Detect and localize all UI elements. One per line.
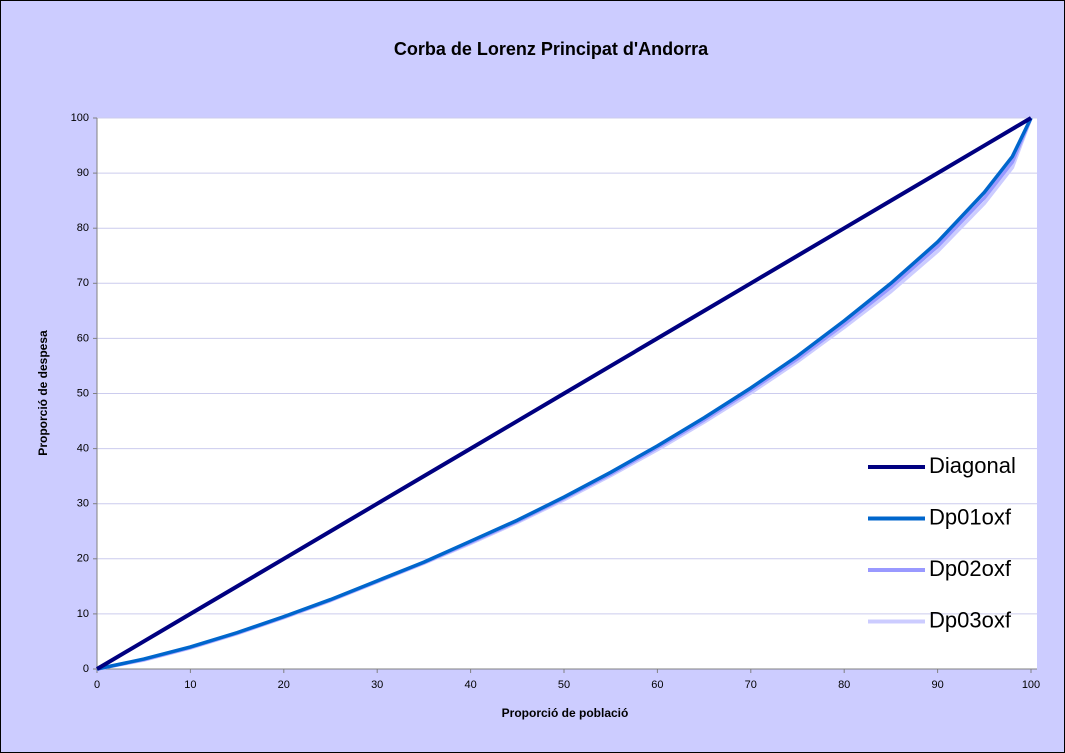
y-tick-label: 40 xyxy=(77,443,89,455)
x-tick-label: 70 xyxy=(745,679,757,691)
y-tick-label: 30 xyxy=(77,498,89,510)
x-tick-label: 30 xyxy=(371,679,383,691)
y-tick-label: 70 xyxy=(77,277,89,289)
x-tick-label: 0 xyxy=(94,679,100,691)
series-line xyxy=(95,116,1033,671)
x-tick-label: 90 xyxy=(931,679,943,691)
y-tick-label: 10 xyxy=(77,608,89,620)
x-tick-label: 20 xyxy=(278,679,290,691)
legend-label: Dp01oxf xyxy=(929,504,1012,529)
legend-label: Dp02oxf xyxy=(929,556,1012,581)
y-tick-label: 60 xyxy=(77,332,89,344)
chart-title: Corba de Lorenz Principat d'Andorra xyxy=(394,39,709,59)
y-tick-label: 100 xyxy=(71,112,89,124)
x-axis-label: Proporció de població xyxy=(502,706,629,720)
x-tick-label: 100 xyxy=(1022,679,1040,691)
y-axis-label: Proporció de despesa xyxy=(36,330,50,456)
y-tick-label: 20 xyxy=(77,553,89,565)
legend-label: Dp03oxf xyxy=(929,607,1012,632)
y-tick-label: 0 xyxy=(83,663,89,675)
x-tick-label: 10 xyxy=(184,679,196,691)
y-tick-label: 50 xyxy=(77,387,89,399)
y-tick-label: 80 xyxy=(77,222,89,234)
x-tick-label: 80 xyxy=(838,679,850,691)
series-line xyxy=(96,117,1033,671)
x-tick-label: 40 xyxy=(464,679,476,691)
x-tick-label: 50 xyxy=(558,679,570,691)
legend-label: Diagonal xyxy=(929,453,1016,478)
x-tick-label: 60 xyxy=(651,679,663,691)
y-tick-label: 90 xyxy=(77,167,89,179)
